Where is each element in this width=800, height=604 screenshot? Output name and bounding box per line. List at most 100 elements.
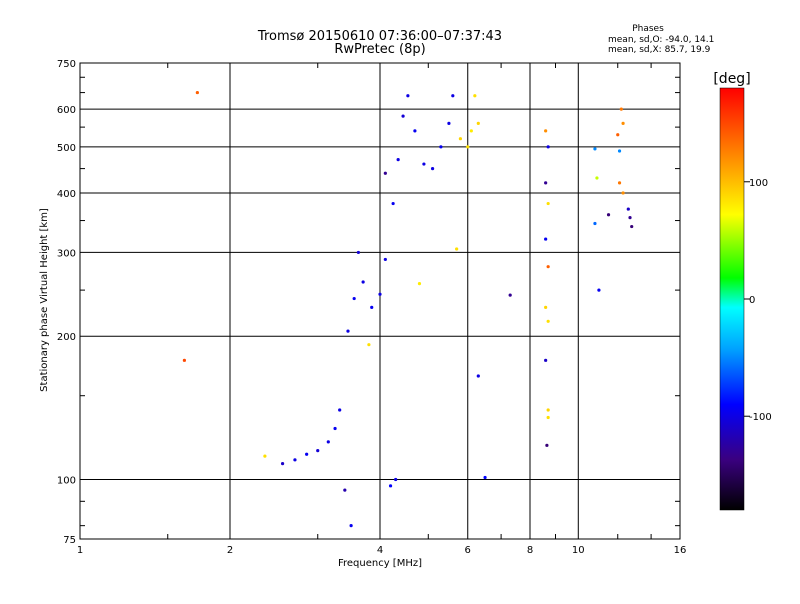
data-point <box>617 181 622 185</box>
data-point <box>546 265 550 269</box>
data-points <box>182 90 634 528</box>
y-tick-label: 200 <box>57 332 76 343</box>
data-point <box>394 477 398 482</box>
data-point <box>401 114 405 118</box>
y-tick-label: 100 <box>57 476 76 487</box>
x-axis-label: Frequency [MHz] <box>338 558 422 569</box>
data-point <box>595 176 599 180</box>
y-tick-label: 500 <box>57 143 76 154</box>
data-point <box>544 305 548 309</box>
data-point <box>619 107 623 111</box>
data-point <box>316 449 320 453</box>
data-point <box>546 201 550 206</box>
phase-info-x: mean, sd,X: 85.7, 19.9 <box>608 45 711 55</box>
data-point <box>544 181 548 185</box>
data-point <box>263 454 267 458</box>
data-point <box>476 374 480 378</box>
data-point <box>606 213 611 217</box>
data-point <box>546 145 550 149</box>
data-point <box>597 288 601 292</box>
data-point <box>617 149 622 153</box>
data-point <box>546 319 550 323</box>
data-point <box>439 145 443 149</box>
y-axis-ticks: 75 100 200 300 400 500 600 750 <box>57 59 76 546</box>
y-tick-label: 750 <box>57 59 76 70</box>
data-point <box>333 426 337 431</box>
data-point <box>508 293 512 297</box>
data-point <box>367 343 371 347</box>
x-tick-label: 10 <box>572 545 585 556</box>
grid-lines <box>80 63 680 539</box>
data-point <box>545 443 549 447</box>
x-tick-label: 1 <box>77 545 83 556</box>
data-point <box>544 129 548 133</box>
x-tick-label: 4 <box>377 545 383 556</box>
phase-info-title: Phases <box>632 24 664 34</box>
data-point <box>430 167 435 171</box>
data-point <box>383 257 387 262</box>
colorbar-ticks: 100 0 -100 <box>744 178 772 423</box>
y-tick-label: 300 <box>57 248 76 259</box>
data-point <box>338 408 342 412</box>
chart-subtitle: RwPretec (8p) <box>334 42 425 57</box>
data-point <box>280 462 285 466</box>
data-point <box>195 90 199 95</box>
data-point <box>621 121 625 125</box>
data-point <box>417 281 422 286</box>
data-point <box>361 280 365 284</box>
x-tick-label: 8 <box>527 545 533 556</box>
y-tick-label: 400 <box>57 189 76 200</box>
colorbar-tick-label: 0 <box>749 295 755 306</box>
x-axis-ticks: 1 2 4 6 8 10 16 <box>77 545 687 556</box>
data-point <box>413 129 417 133</box>
data-point <box>182 358 186 362</box>
data-point <box>616 133 620 137</box>
colorbar-tick-label: 100 <box>749 178 768 189</box>
data-point <box>458 137 463 141</box>
data-point <box>483 475 487 480</box>
data-point <box>352 296 356 301</box>
data-point <box>406 94 410 98</box>
data-point <box>447 121 451 125</box>
data-point <box>546 415 550 420</box>
data-point <box>451 94 455 98</box>
data-point <box>378 292 382 296</box>
data-point <box>546 408 550 412</box>
data-point <box>388 484 393 488</box>
colorbar-tick-label: -100 <box>749 412 772 423</box>
data-point <box>469 129 473 133</box>
data-point <box>370 305 374 309</box>
data-point <box>396 158 400 162</box>
data-point <box>422 162 426 166</box>
data-point <box>326 440 330 444</box>
x-tick-label: 2 <box>227 545 233 556</box>
data-point <box>593 147 597 151</box>
data-point <box>593 221 597 226</box>
data-point <box>630 224 634 229</box>
data-point <box>349 524 353 528</box>
x-tick-label: 6 <box>465 545 471 556</box>
colorbar-label: [deg] <box>713 71 750 87</box>
x-tick-label: 16 <box>674 545 687 556</box>
data-point <box>621 191 625 195</box>
data-point <box>383 171 387 175</box>
data-point <box>293 458 297 462</box>
data-point <box>466 145 470 149</box>
data-point <box>356 250 360 255</box>
phase-info-o: mean, sd,O: -94.0, 14.1 <box>608 35 714 45</box>
colorbar <box>719 87 745 511</box>
y-tick-label: 600 <box>57 105 76 116</box>
chart-title: Tromsø 20150610 07:36:00–07:37:43 <box>257 29 502 44</box>
data-point <box>628 216 632 220</box>
data-point <box>544 358 548 362</box>
y-tick-label: 75 <box>63 535 76 546</box>
data-point <box>346 329 350 333</box>
data-point <box>455 247 459 251</box>
data-point <box>305 452 309 456</box>
data-point <box>391 201 395 206</box>
y-axis-label: Stationary phase Virtual Height [km] <box>39 208 50 392</box>
data-point <box>476 121 480 125</box>
data-point <box>343 488 347 492</box>
data-point <box>473 94 477 98</box>
